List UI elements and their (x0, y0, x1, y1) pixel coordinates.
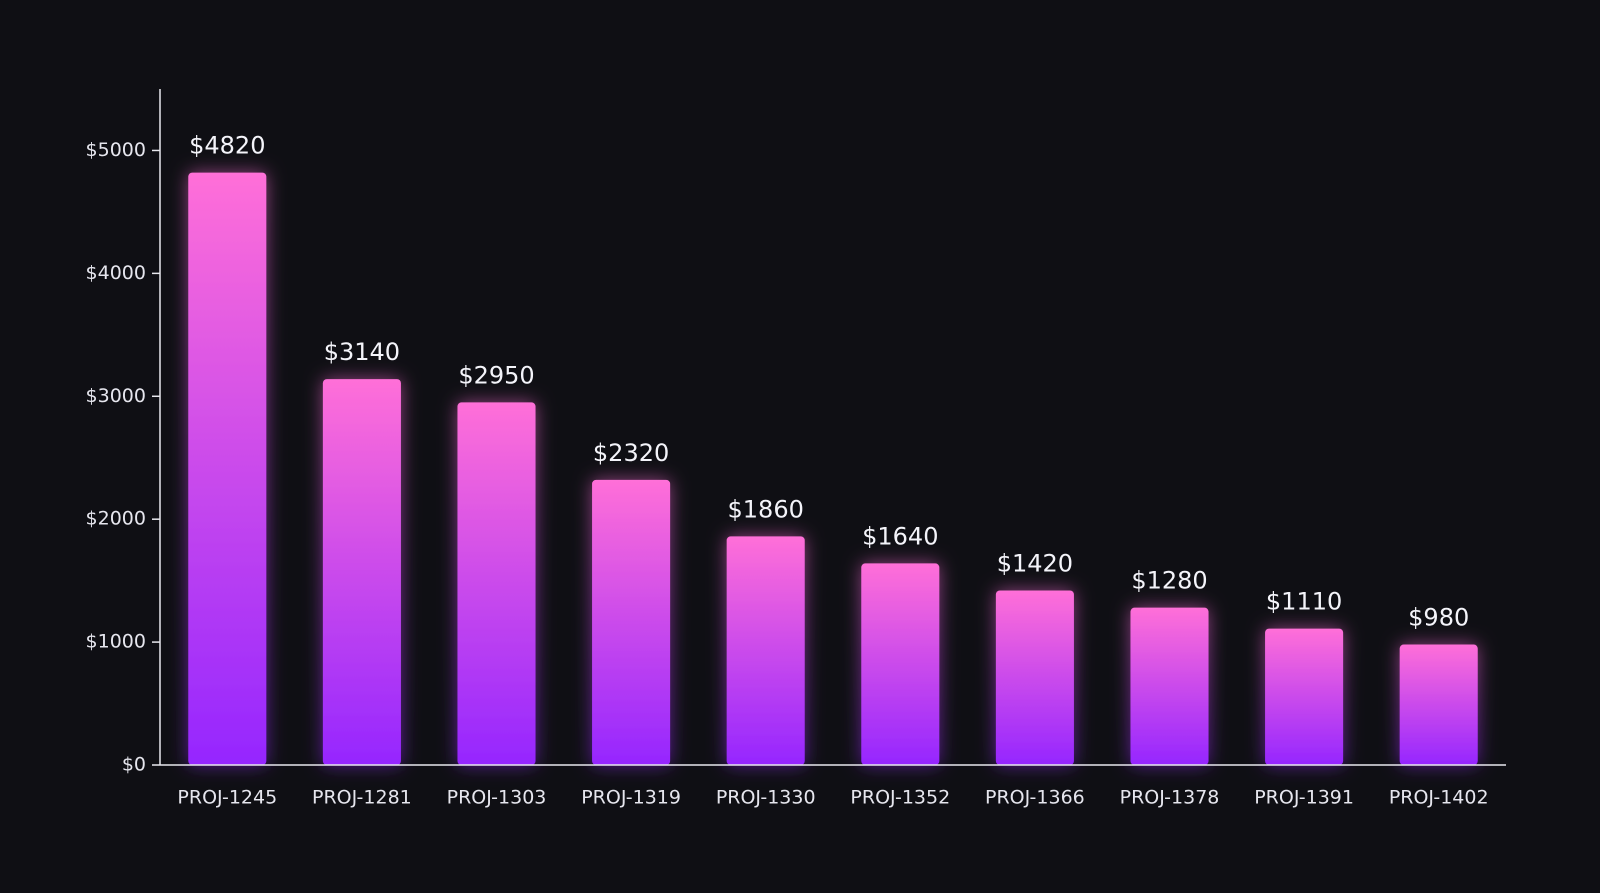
x-tick-label: PROJ-1303 (447, 787, 547, 809)
y-tick-label: $4000 (86, 262, 146, 284)
bar (861, 563, 940, 765)
bar (592, 479, 671, 765)
value-label: $1860 (728, 495, 804, 523)
bar (188, 172, 267, 765)
y-tick-label: $1000 (86, 631, 146, 653)
x-tick-label: PROJ-1245 (177, 787, 277, 809)
value-label: $2950 (458, 361, 534, 389)
y-tick-label: $5000 (86, 139, 146, 161)
bar (995, 590, 1074, 765)
x-tick-label: PROJ-1402 (1389, 787, 1489, 809)
bar (457, 402, 536, 765)
bar (322, 379, 401, 765)
value-label: $4820 (189, 132, 265, 160)
value-label: $1110 (1266, 588, 1342, 616)
x-tick-label: PROJ-1391 (1254, 787, 1354, 809)
bar (1399, 644, 1478, 765)
value-label: $980 (1408, 604, 1469, 632)
value-label: $1420 (997, 549, 1073, 577)
x-tick-label: PROJ-1366 (985, 787, 1085, 809)
x-tick-label: PROJ-1352 (850, 787, 950, 809)
y-tick-label: $2000 (86, 508, 146, 530)
x-tick-label: PROJ-1378 (1120, 787, 1220, 809)
value-label: $1640 (862, 522, 938, 550)
x-tick-label: PROJ-1330 (716, 787, 816, 809)
x-tick-label: PROJ-1319 (581, 787, 681, 809)
value-label: $2320 (593, 439, 669, 467)
y-tick-label: $3000 (86, 385, 146, 407)
value-label: $3140 (324, 338, 400, 366)
bar (1130, 607, 1209, 765)
bar (1265, 628, 1344, 765)
x-tick-label: PROJ-1281 (312, 787, 412, 809)
y-tick-label: $0 (122, 754, 146, 776)
bar (726, 536, 805, 765)
value-label: $1280 (1131, 567, 1207, 595)
